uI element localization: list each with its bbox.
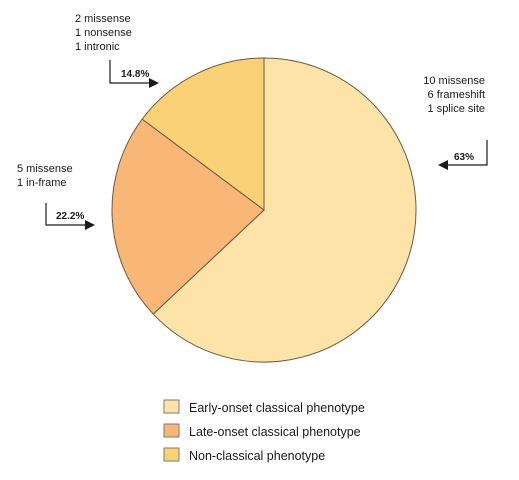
annotation-line: 1 splice site: [428, 103, 485, 115]
arrow-line-non-classical: [109, 60, 151, 84]
annotation-line: 1 in-frame: [17, 177, 67, 189]
legend-swatch-late-onset: [163, 423, 180, 438]
slices-layer: [111, 57, 417, 363]
percent-label-early-onset: 63%: [454, 152, 474, 163]
legend-label-non-classical: Non-classical phenotype: [189, 449, 325, 463]
arrowhead-non-classical: [149, 78, 159, 88]
percent-label-non-classical: 14.8%: [121, 69, 149, 80]
annotation-line: 1 nonsense: [75, 27, 132, 39]
annotation-late-onset: 5 missense 1 in-frame: [17, 163, 73, 189]
annotation-line: 6 frameshift: [428, 89, 485, 101]
annotation-line: 10 missense: [423, 75, 485, 87]
annotation-early-onset: 10 missense 6 frameshift 1 splice site: [423, 75, 485, 115]
legend-label-late-onset: Late-onset classical phenotype: [189, 425, 361, 439]
arrow-line-late-onset: [45, 203, 87, 226]
legend-label-early-onset: Early-onset classical phenotype: [189, 401, 365, 415]
legend-swatch-non-classical: [163, 447, 180, 462]
legend-swatch-early-onset: [163, 399, 180, 414]
annotation-non-classical: 2 missense 1 nonsense 1 intronic: [75, 13, 132, 53]
pie-slice-late-onset: [111, 118, 265, 315]
pie-slice-non-classical: [141, 57, 265, 211]
annotation-line: 2 missense: [75, 13, 131, 25]
legend: Early-onset classical phenotype Late-onse…: [163, 399, 365, 463]
arrow-line-early-onset: [446, 140, 488, 166]
annotation-line: 5 missense: [17, 163, 73, 175]
arrowhead-early-onset: [438, 160, 448, 170]
arrowhead-late-onset: [85, 220, 95, 230]
annotation-line: 1 intronic: [75, 41, 120, 53]
percent-label-late-onset: 22.2%: [56, 211, 84, 222]
pie-slice-early-onset: [152, 57, 417, 363]
annotations-layer: 10 missense 6 frameshift 1 splice site 63% 5…: [17, 13, 488, 230]
